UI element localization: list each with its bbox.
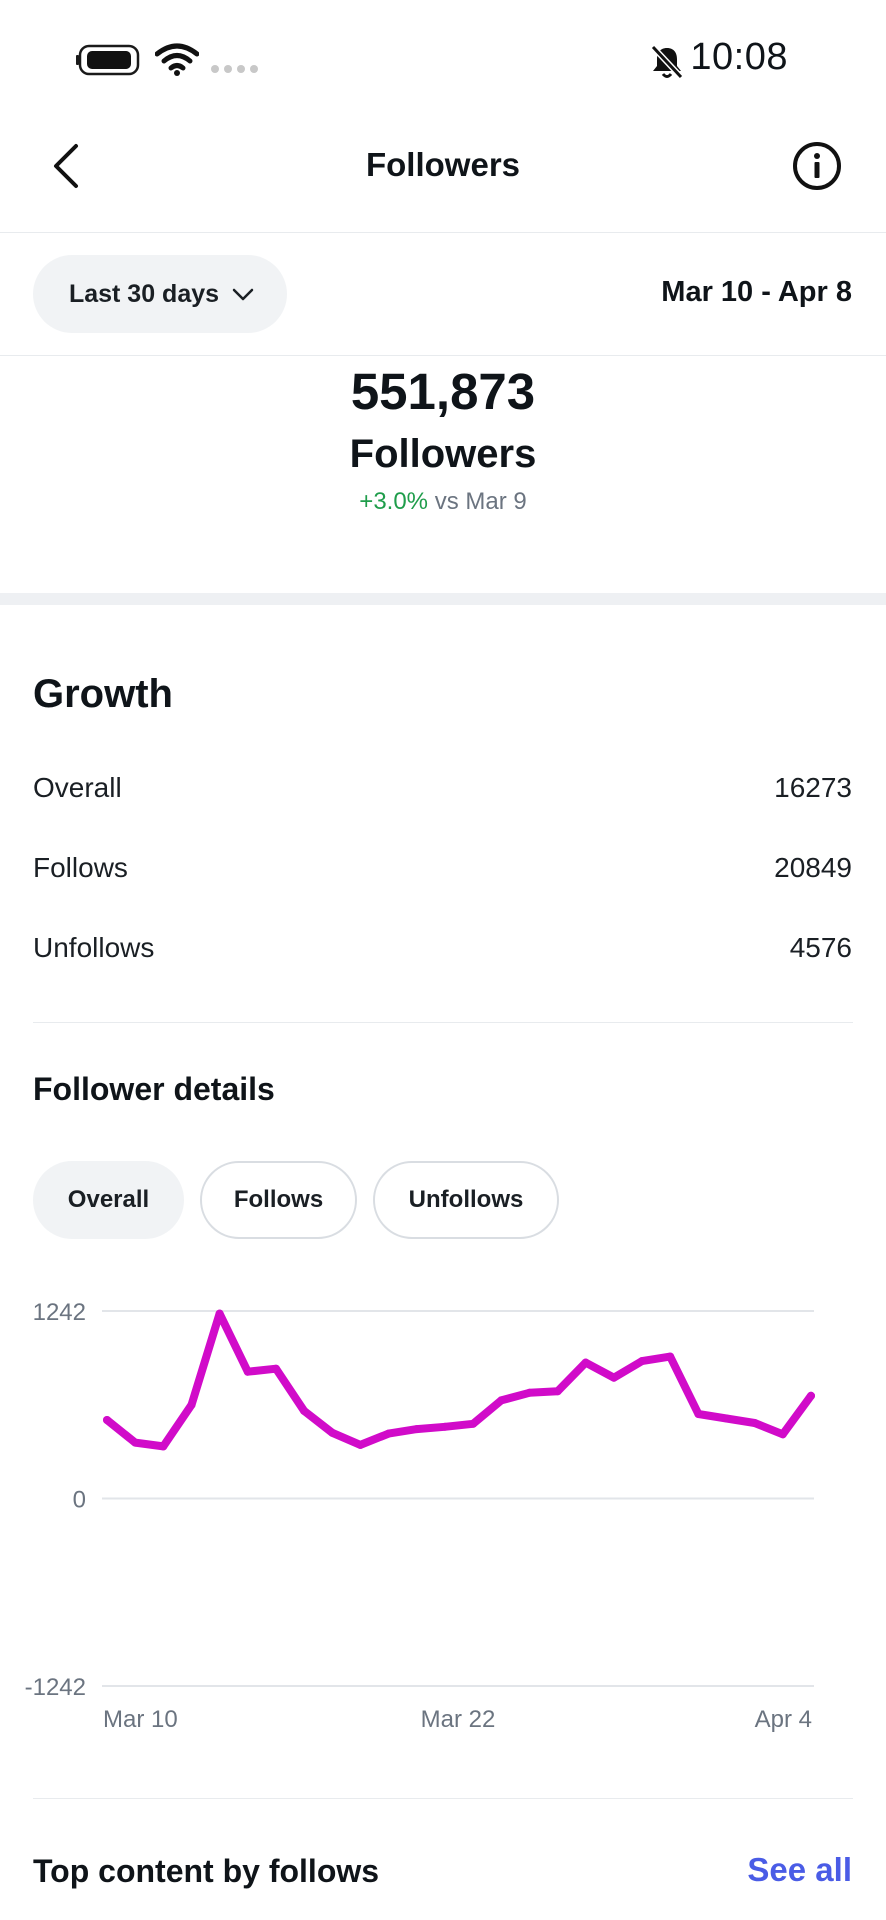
back-button[interactable] xyxy=(44,140,88,192)
signal-dots-icon xyxy=(211,65,258,73)
growth-row-unfollows-value: 4576 xyxy=(789,932,852,963)
chevron-down-icon xyxy=(232,288,254,301)
follower-details-title: Follower details xyxy=(33,1071,275,1107)
change-percent: +3.0% xyxy=(359,488,429,515)
chip-unfollows-label: Unfollows xyxy=(408,1186,524,1213)
data-point xyxy=(609,1373,618,1382)
data-point xyxy=(638,1357,646,1366)
data-point xyxy=(300,1406,309,1415)
data-point xyxy=(412,1425,421,1434)
data-point xyxy=(215,1309,224,1318)
data-point xyxy=(159,1442,168,1451)
wifi-icon xyxy=(155,43,199,76)
x-tick-label: Mar 22 xyxy=(421,1706,496,1733)
change-compare: vs Mar 9 xyxy=(434,488,527,515)
date-range-label: Last 30 days xyxy=(68,279,220,308)
status-bar: 10:08 xyxy=(0,0,886,110)
growth-row-follows-label: Follows xyxy=(33,852,128,883)
see-all-link[interactable]: See all xyxy=(747,1851,852,1888)
x-tick-label: Apr 4 xyxy=(755,1706,812,1733)
data-point xyxy=(525,1388,534,1397)
data-point xyxy=(103,1416,111,1424)
series-line xyxy=(103,1309,815,1451)
data-point xyxy=(581,1358,590,1367)
data-point xyxy=(131,1438,140,1447)
y-tick-label: 0 xyxy=(73,1487,86,1514)
data-point xyxy=(272,1364,280,1373)
chip-follows-label: Follows xyxy=(233,1186,324,1213)
x-tick-label: Mar 10 xyxy=(103,1706,178,1733)
battery-icon xyxy=(76,44,140,76)
data-point xyxy=(694,1410,703,1418)
section-separator xyxy=(0,593,886,605)
header-divider xyxy=(0,232,886,233)
data-point xyxy=(328,1428,337,1437)
follower-count: 551,873 xyxy=(350,363,536,420)
data-point xyxy=(553,1387,562,1396)
data-point xyxy=(356,1440,365,1449)
follower-change: +3.0% vs Mar 9 xyxy=(0,488,886,516)
top-content-title: Top content by follows xyxy=(33,1853,380,1889)
data-point xyxy=(187,1400,196,1409)
chip-follows[interactable]: Follows xyxy=(200,1161,357,1239)
growth-row-unfollows-label: Unfollows xyxy=(33,932,155,963)
data-point xyxy=(778,1430,787,1439)
range-divider xyxy=(0,355,886,356)
growth-row-overall-value: 16273 xyxy=(774,772,852,803)
status-time: 10:08 xyxy=(690,36,788,78)
date-range-text: Mar 10 - Apr 8 xyxy=(661,276,852,308)
page-title: Followers xyxy=(365,146,521,183)
chip-overall-label: Overall xyxy=(67,1186,150,1213)
data-point xyxy=(384,1429,393,1438)
data-point xyxy=(440,1422,449,1431)
data-point xyxy=(497,1396,506,1405)
y-tick-label: -1242 xyxy=(25,1674,86,1701)
growth-row-follows-value: 20849 xyxy=(774,852,852,883)
date-range-dropdown[interactable]: Last 30 days xyxy=(33,255,287,333)
y-tick-label: 1242 xyxy=(33,1299,86,1326)
data-point xyxy=(807,1391,815,1400)
chart-divider xyxy=(33,1798,853,1799)
bell-muted-icon xyxy=(650,44,684,80)
follower-chart: 1242 0 -1242 Mar 10 Mar 22 Apr 4 xyxy=(25,1299,815,1733)
data-point xyxy=(722,1414,731,1423)
growth-title: Growth xyxy=(33,672,173,716)
data-point xyxy=(469,1419,478,1428)
info-icon[interactable] xyxy=(791,140,843,192)
chip-overall[interactable]: Overall xyxy=(33,1161,184,1239)
follower-label: Followers xyxy=(349,432,537,476)
data-point xyxy=(666,1352,675,1361)
growth-row-overall-label: Overall xyxy=(33,772,122,803)
data-point xyxy=(243,1367,252,1376)
chip-unfollows[interactable]: Unfollows xyxy=(373,1161,559,1239)
growth-divider xyxy=(33,1022,853,1023)
data-point xyxy=(750,1419,759,1427)
